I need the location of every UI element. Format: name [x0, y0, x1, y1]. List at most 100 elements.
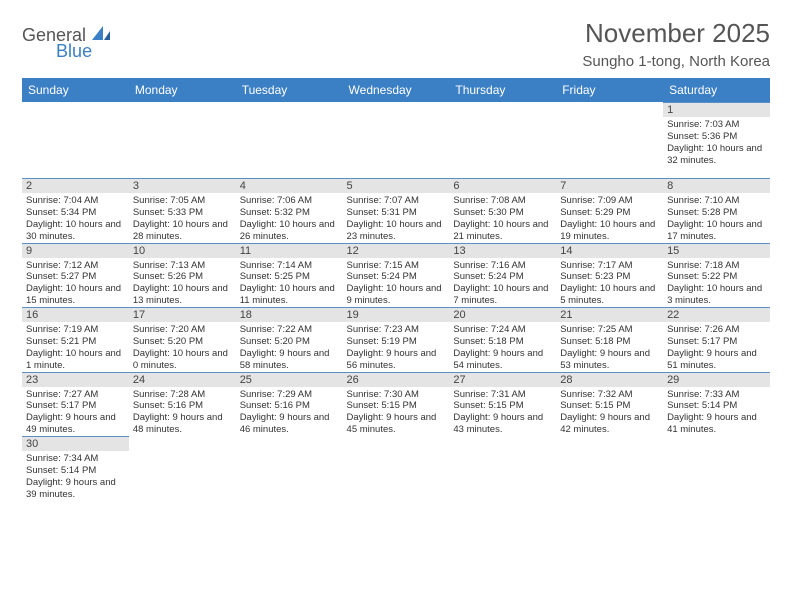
day-number: 4	[236, 178, 343, 193]
day-header: Tuesday	[236, 78, 343, 102]
sunset-line: Sunset: 5:18 PM	[453, 336, 552, 348]
sunrise-line: Sunrise: 7:24 AM	[453, 324, 552, 336]
day-number: 12	[343, 243, 450, 258]
calendar-week-row: 2Sunrise: 7:04 AMSunset: 5:34 PMDaylight…	[22, 178, 770, 243]
empty-cell	[556, 102, 663, 178]
empty-cell	[129, 436, 236, 512]
sunset-line: Sunset: 5:17 PM	[667, 336, 766, 348]
empty-cell	[343, 102, 450, 178]
empty-cell	[449, 102, 556, 178]
day-details: Sunrise: 7:34 AMSunset: 5:14 PMDaylight:…	[22, 451, 129, 501]
daylight-line: Daylight: 10 hours and 0 minutes.	[133, 348, 232, 372]
empty-cell	[236, 436, 343, 512]
sunrise-line: Sunrise: 7:34 AM	[26, 453, 125, 465]
day-number: 24	[129, 372, 236, 387]
calendar-week-row: 9Sunrise: 7:12 AMSunset: 5:27 PMDaylight…	[22, 243, 770, 308]
day-number: 7	[556, 178, 663, 193]
sunset-line: Sunset: 5:28 PM	[667, 207, 766, 219]
day-details: Sunrise: 7:26 AMSunset: 5:17 PMDaylight:…	[663, 322, 770, 372]
calendar-week-row: 16Sunrise: 7:19 AMSunset: 5:21 PMDayligh…	[22, 307, 770, 372]
day-details: Sunrise: 7:10 AMSunset: 5:28 PMDaylight:…	[663, 193, 770, 243]
sunrise-line: Sunrise: 7:30 AM	[347, 389, 446, 401]
sunset-line: Sunset: 5:14 PM	[26, 465, 125, 477]
day-number: 9	[22, 243, 129, 258]
day-details: Sunrise: 7:29 AMSunset: 5:16 PMDaylight:…	[236, 387, 343, 437]
daylight-line: Daylight: 9 hours and 39 minutes.	[26, 477, 125, 501]
day-details: Sunrise: 7:03 AMSunset: 5:36 PMDaylight:…	[663, 117, 770, 167]
sunrise-line: Sunrise: 7:23 AM	[347, 324, 446, 336]
calendar-cell: 13Sunrise: 7:16 AMSunset: 5:24 PMDayligh…	[449, 243, 556, 308]
day-details: Sunrise: 7:15 AMSunset: 5:24 PMDaylight:…	[343, 258, 450, 308]
page-subtitle: Sungho 1-tong, North Korea	[582, 53, 770, 70]
calendar-cell: 9Sunrise: 7:12 AMSunset: 5:27 PMDaylight…	[22, 243, 129, 308]
day-number: 20	[449, 307, 556, 322]
daylight-line: Daylight: 9 hours and 51 minutes.	[667, 348, 766, 372]
daylight-line: Daylight: 10 hours and 7 minutes.	[453, 283, 552, 307]
day-details: Sunrise: 7:19 AMSunset: 5:21 PMDaylight:…	[22, 322, 129, 372]
calendar-cell	[129, 436, 236, 512]
sunrise-line: Sunrise: 7:25 AM	[560, 324, 659, 336]
sunset-line: Sunset: 5:18 PM	[560, 336, 659, 348]
sunset-line: Sunset: 5:36 PM	[667, 131, 766, 143]
daylight-line: Daylight: 9 hours and 53 minutes.	[560, 348, 659, 372]
empty-cell	[449, 436, 556, 512]
day-number: 22	[663, 307, 770, 322]
daylight-line: Daylight: 10 hours and 21 minutes.	[453, 219, 552, 243]
sunset-line: Sunset: 5:16 PM	[133, 400, 232, 412]
calendar-cell: 26Sunrise: 7:30 AMSunset: 5:15 PMDayligh…	[343, 372, 450, 437]
calendar-cell: 12Sunrise: 7:15 AMSunset: 5:24 PMDayligh…	[343, 243, 450, 308]
sunset-line: Sunset: 5:16 PM	[240, 400, 339, 412]
day-details: Sunrise: 7:30 AMSunset: 5:15 PMDaylight:…	[343, 387, 450, 437]
calendar-cell: 22Sunrise: 7:26 AMSunset: 5:17 PMDayligh…	[663, 307, 770, 372]
daylight-line: Daylight: 10 hours and 11 minutes.	[240, 283, 339, 307]
sunrise-line: Sunrise: 7:19 AM	[26, 324, 125, 336]
calendar-cell	[343, 102, 450, 178]
sunrise-line: Sunrise: 7:26 AM	[667, 324, 766, 336]
day-details: Sunrise: 7:31 AMSunset: 5:15 PMDaylight:…	[449, 387, 556, 437]
sunrise-line: Sunrise: 7:18 AM	[667, 260, 766, 272]
day-header: Wednesday	[343, 78, 450, 102]
empty-cell	[343, 436, 450, 512]
day-header-row: Sunday Monday Tuesday Wednesday Thursday…	[22, 78, 770, 102]
calendar-cell	[236, 102, 343, 178]
page-title: November 2025	[582, 18, 770, 49]
daylight-line: Daylight: 10 hours and 28 minutes.	[133, 219, 232, 243]
day-number: 30	[22, 436, 129, 451]
day-number: 1	[663, 102, 770, 117]
day-details: Sunrise: 7:33 AMSunset: 5:14 PMDaylight:…	[663, 387, 770, 437]
sunrise-line: Sunrise: 7:17 AM	[560, 260, 659, 272]
calendar-cell: 28Sunrise: 7:32 AMSunset: 5:15 PMDayligh…	[556, 372, 663, 437]
day-details: Sunrise: 7:18 AMSunset: 5:22 PMDaylight:…	[663, 258, 770, 308]
daylight-line: Daylight: 9 hours and 48 minutes.	[133, 412, 232, 436]
sunset-line: Sunset: 5:15 PM	[453, 400, 552, 412]
sunset-line: Sunset: 5:31 PM	[347, 207, 446, 219]
day-details: Sunrise: 7:27 AMSunset: 5:17 PMDaylight:…	[22, 387, 129, 437]
sunrise-line: Sunrise: 7:09 AM	[560, 195, 659, 207]
sunset-line: Sunset: 5:24 PM	[453, 271, 552, 283]
sunset-line: Sunset: 5:34 PM	[26, 207, 125, 219]
calendar-cell	[663, 436, 770, 512]
daylight-line: Daylight: 9 hours and 41 minutes.	[667, 412, 766, 436]
calendar-cell: 1Sunrise: 7:03 AMSunset: 5:36 PMDaylight…	[663, 102, 770, 178]
day-details: Sunrise: 7:22 AMSunset: 5:20 PMDaylight:…	[236, 322, 343, 372]
calendar-cell: 29Sunrise: 7:33 AMSunset: 5:14 PMDayligh…	[663, 372, 770, 437]
day-number: 3	[129, 178, 236, 193]
day-number: 8	[663, 178, 770, 193]
day-number: 26	[343, 372, 450, 387]
day-number: 28	[556, 372, 663, 387]
calendar-cell: 17Sunrise: 7:20 AMSunset: 5:20 PMDayligh…	[129, 307, 236, 372]
calendar-cell: 16Sunrise: 7:19 AMSunset: 5:21 PMDayligh…	[22, 307, 129, 372]
day-number: 16	[22, 307, 129, 322]
daylight-line: Daylight: 10 hours and 13 minutes.	[133, 283, 232, 307]
day-number: 2	[22, 178, 129, 193]
calendar-cell: 10Sunrise: 7:13 AMSunset: 5:26 PMDayligh…	[129, 243, 236, 308]
sunset-line: Sunset: 5:21 PM	[26, 336, 125, 348]
day-number: 23	[22, 372, 129, 387]
day-details: Sunrise: 7:16 AMSunset: 5:24 PMDaylight:…	[449, 258, 556, 308]
sunset-line: Sunset: 5:20 PM	[133, 336, 232, 348]
daylight-line: Daylight: 10 hours and 19 minutes.	[560, 219, 659, 243]
calendar-cell: 6Sunrise: 7:08 AMSunset: 5:30 PMDaylight…	[449, 178, 556, 243]
day-number: 19	[343, 307, 450, 322]
day-number: 5	[343, 178, 450, 193]
sunset-line: Sunset: 5:32 PM	[240, 207, 339, 219]
